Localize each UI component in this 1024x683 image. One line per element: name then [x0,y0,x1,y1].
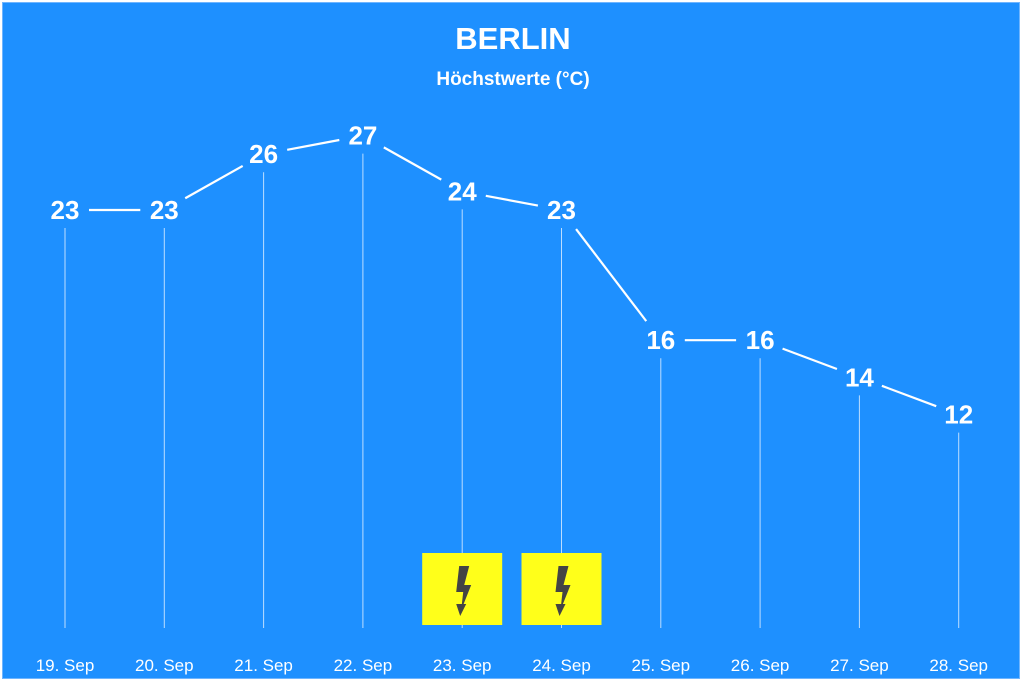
chart-title: BERLIN [455,21,570,56]
series-segment [184,164,244,200]
data-label: 14 [845,362,874,392]
x-tick-label: 28. Sep [929,656,988,675]
x-axis-ticks: 19. Sep 20. Sep 21. Sep 22. Sep 23. Sep 24. S… [36,656,988,675]
x-tick-label: 22. Sep [334,656,393,675]
lightning-warning-icon [422,553,503,625]
temperature-chart: BERLIN Höchstwerte (°C) 23 23 26 27 24 23 16 16… [36,21,988,675]
data-label: 26 [249,139,278,169]
drop-lines [64,153,960,628]
data-label: 16 [646,325,675,355]
x-tick-label: 26. Sep [731,656,790,675]
data-label: 12 [944,400,973,430]
temperature-series [89,138,937,408]
chart-subtitle: Höchstwerte (°C) [436,69,589,90]
data-label: 23 [51,195,80,225]
x-tick-label: 27. Sep [830,656,889,675]
data-labels: 23 23 26 27 24 23 16 16 14 12 [51,121,974,430]
data-label: 24 [448,176,477,206]
series-segment [881,384,937,408]
series-segment [485,194,539,207]
lightning-warning-icon [521,553,602,625]
x-tick-label: 21. Sep [234,656,293,675]
data-label: 16 [746,325,775,355]
weather-icons [422,553,602,625]
series-segment [575,228,648,322]
series-segment [286,138,340,151]
series-segment [782,347,838,371]
data-label: 27 [348,121,377,151]
data-label: 23 [547,195,576,225]
x-tick-label: 20. Sep [135,656,194,675]
series-segment [383,146,442,181]
data-label: 23 [150,195,179,225]
x-tick-label: 19. Sep [36,656,95,675]
x-tick-label: 23. Sep [433,656,492,675]
x-tick-label: 25. Sep [631,656,690,675]
x-tick-label: 24. Sep [532,656,591,675]
